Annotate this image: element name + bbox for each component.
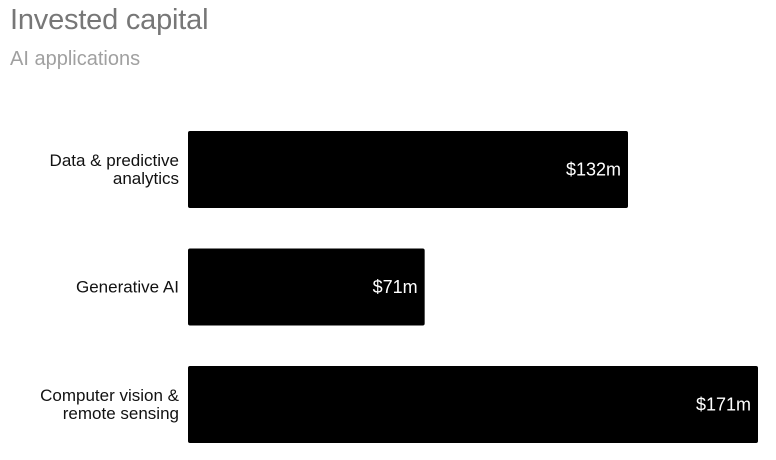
category-label-0: Data & predictive analytics	[50, 151, 179, 188]
category-label-1: Generative AI	[76, 278, 179, 297]
category-label-line: Computer vision &	[40, 386, 180, 405]
category-label-line: remote sensing	[63, 404, 179, 423]
chart-subtitle: AI applications	[10, 48, 141, 70]
category-label-2: Computer vision & remote sensing	[40, 386, 180, 423]
bar-0	[188, 131, 628, 208]
category-label-line: Generative AI	[76, 278, 179, 297]
category-label-line: analytics	[113, 169, 179, 188]
chart-title: Invested capital	[10, 4, 209, 36]
bar-value-label-1: $71m	[373, 277, 418, 297]
bar-1	[188, 248, 425, 326]
bar-2	[188, 366, 758, 443]
category-label-line: Data & predictive	[50, 151, 179, 170]
bar-value-label-2: $171m	[696, 395, 751, 415]
bar-value-label-0: $132m	[566, 160, 621, 180]
